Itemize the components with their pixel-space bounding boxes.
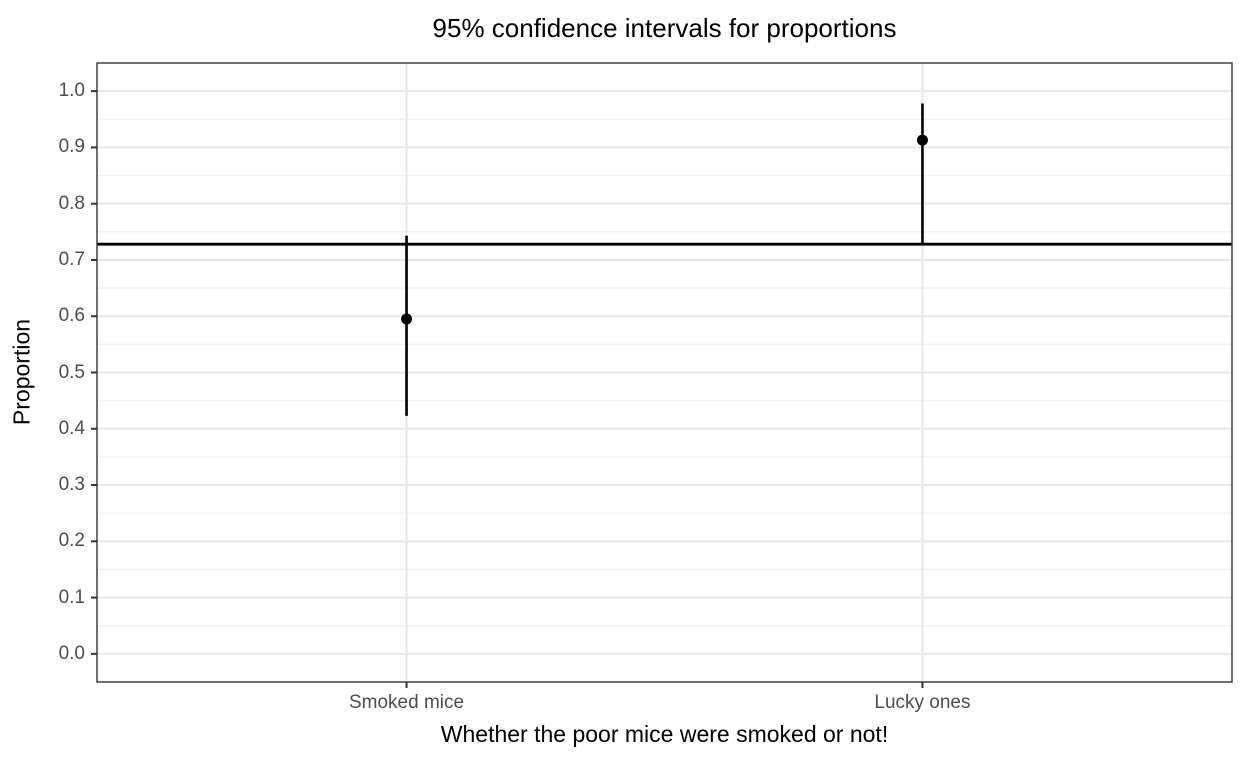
- x-axis-title: Whether the poor mice were smoked or not…: [440, 721, 889, 747]
- y-tick-label: 0.2: [58, 530, 85, 552]
- y-tick-label: 0.6: [58, 305, 85, 327]
- y-tick-label: 0.8: [58, 192, 85, 214]
- y-tick-label: 0.0: [58, 642, 85, 664]
- y-tick-label: 0.3: [58, 474, 85, 496]
- y-tick-label: 0.5: [58, 361, 85, 383]
- y-tick-label: 0.7: [58, 248, 85, 270]
- y-tick-label: 1.0: [58, 80, 85, 102]
- chart-title: 95% confidence intervals for proportions: [432, 13, 897, 43]
- point-estimate: [401, 313, 413, 325]
- y-tick-label: 0.4: [58, 417, 85, 439]
- point-estimate: [916, 134, 928, 146]
- x-tick-label: Lucky ones: [874, 692, 971, 713]
- y-tick-label: 0.1: [58, 586, 85, 608]
- y-tick-label: 0.9: [58, 136, 85, 158]
- x-tick-label: Smoked mice: [348, 692, 465, 713]
